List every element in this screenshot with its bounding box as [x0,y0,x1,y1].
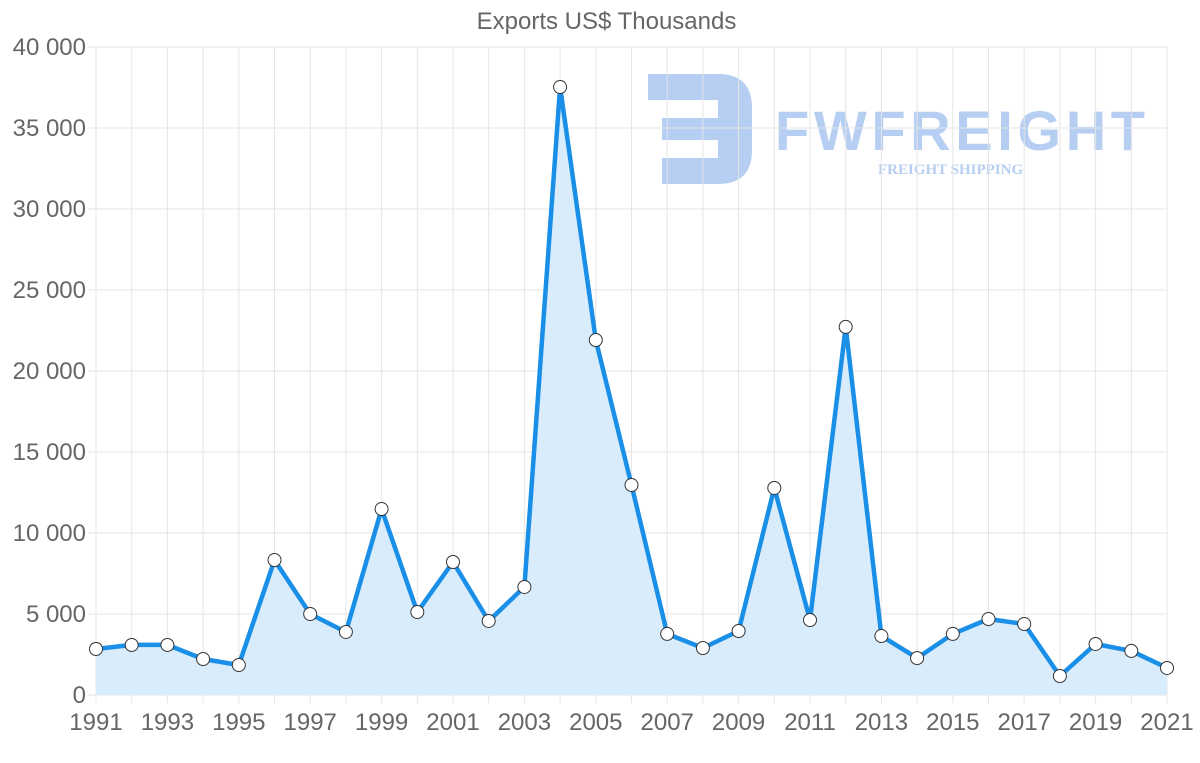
x-tick-label: 1999 [355,709,408,736]
x-tick-label: 2005 [569,709,622,736]
x-tick-label: 2003 [498,709,551,736]
data-point[interactable] [196,652,211,667]
y-tick-label: 0 [73,682,86,709]
x-tick-label: 1997 [284,709,337,736]
y-tick-label: 25 000 [13,277,86,304]
data-point[interactable] [553,80,568,95]
x-tick-label: 2009 [712,709,765,736]
x-tick-label: 1995 [212,709,265,736]
data-point[interactable] [1017,617,1032,632]
watermark-tagline: FREIGHT SHIPPING [878,162,1023,178]
data-point[interactable] [1052,669,1067,684]
data-point[interactable] [910,651,925,666]
x-tick-label: 2007 [641,709,694,736]
data-point[interactable] [303,607,318,621]
data-point[interactable] [874,629,889,644]
data-point[interactable] [1124,643,1139,658]
data-point[interactable] [231,658,246,673]
data-point[interactable] [981,612,996,627]
logo-mark-icon [648,74,752,184]
x-tick-label: 2021 [1140,709,1193,736]
x-tick-label: 2013 [855,709,908,736]
watermark-logo: FWFREIGHT FREIGHT SHIPPING [648,74,1145,184]
data-point[interactable] [267,553,282,568]
data-point[interactable] [517,579,532,594]
area-fill [96,87,1167,695]
data-point[interactable] [945,626,960,641]
y-axis: 0 5 000 10 000 15 000 20 000 25 000 30 000 35 0… [13,34,86,709]
watermark-brand: FWFREIGHT [775,99,1145,162]
y-tick-label: 5 000 [26,601,86,628]
data-point[interactable] [624,478,639,493]
y-tick-label: 10 000 [13,520,86,547]
data-points [89,80,1174,684]
y-tick-label: 30 000 [13,196,86,223]
x-tick-label: 2017 [998,709,1051,736]
data-point[interactable] [89,641,103,656]
x-tick-label: 2015 [926,709,979,736]
data-point[interactable] [660,626,675,641]
x-tick-label: 2019 [1069,709,1122,736]
data-point[interactable] [374,502,389,517]
y-tick-label: 35 000 [13,115,86,142]
data-point[interactable] [124,637,139,652]
x-axis: 1991 1993 1995 1997 1999 2001 2003 2005 2007 2009… [69,709,1193,736]
data-point[interactable] [338,624,353,639]
y-tick-label: 20 000 [13,358,86,385]
x-tick-label: 2001 [426,709,479,736]
data-point[interactable] [1160,660,1174,675]
y-tick-label: 15 000 [13,439,86,466]
data-point[interactable] [838,319,853,334]
data-point[interactable] [410,605,425,620]
data-point[interactable] [695,641,710,656]
data-point[interactable] [1088,636,1103,651]
x-tick-label: 1993 [141,709,194,736]
data-point[interactable] [767,480,782,495]
chart-title: Exports US$ Thousands [476,8,737,35]
data-point[interactable] [731,624,746,639]
x-tick-label: 1991 [69,709,122,736]
y-tick-label: 40 000 [13,34,86,61]
data-point[interactable] [160,637,175,652]
data-point[interactable] [481,613,496,628]
x-tick-label: 2011 [784,709,836,736]
data-point[interactable] [446,554,460,569]
data-point[interactable] [803,612,817,627]
data-point[interactable] [588,333,603,348]
